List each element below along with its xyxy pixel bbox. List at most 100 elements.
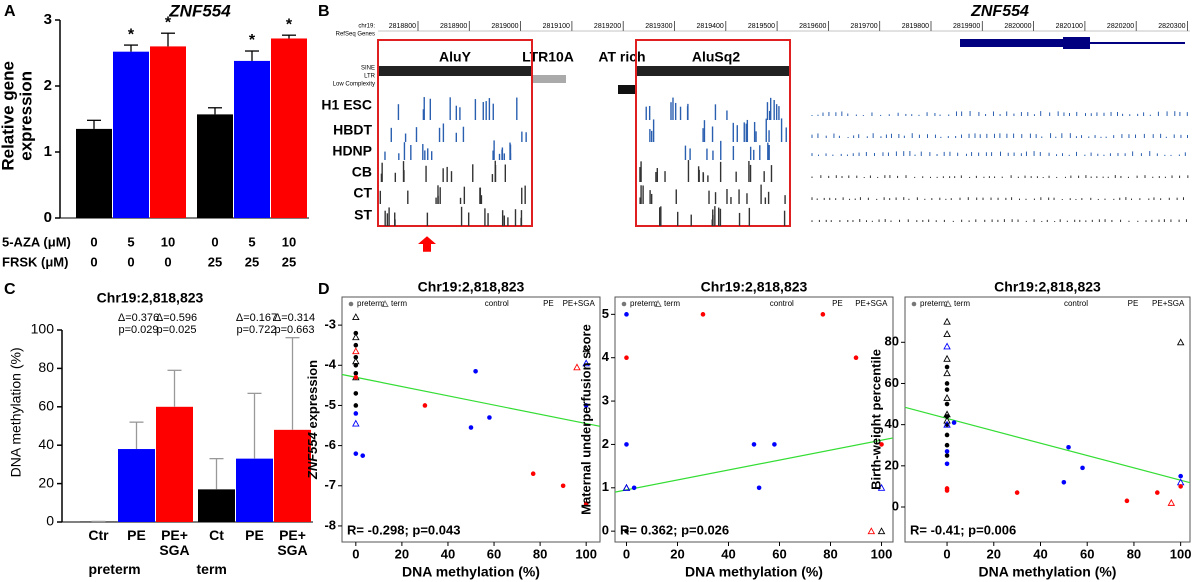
point [624,442,629,447]
y-tick-label: 40 [885,416,899,431]
repeat-label: AT rich [598,49,645,65]
x-axis-label: DNA methylation (%) [979,564,1117,580]
annotation: Δ=0.376 p=0.029 [117,312,160,336]
track-label: HDNP [332,143,372,159]
x-tick-label: 100 [575,546,597,561]
y-tick-label: -5 [324,397,336,412]
repeat-label: LTR10A [522,49,574,65]
point [1154,490,1160,495]
point [487,415,492,420]
plot-frame [904,296,1191,543]
x-tick-label: 0 [127,254,134,269]
ruler-label: 2818900 [440,23,467,30]
annotation: * [128,26,135,43]
point [353,354,359,360]
y-tick-label: 40 [38,436,54,452]
legend-label: PE [1128,299,1139,308]
point [944,488,950,493]
point [353,391,359,396]
legend-marker [621,301,627,307]
repeat-block [636,66,790,76]
y-tick-label: 2 [44,77,52,94]
bar [156,406,193,522]
annotation: Δ=0.167 p=0.722 [235,312,278,336]
annotation: * [249,32,256,49]
stat-label: R= 0.362; p=0.026 [620,522,729,537]
annotation: * [286,16,293,33]
y-tick-label: 0 [44,209,52,226]
point [624,312,629,317]
y-axis-label: DNA methylation (%) [7,347,24,478]
point [877,483,886,491]
bar [76,128,112,218]
y-axis-label: Relative gene expression [0,61,36,171]
x-tick-label: PE [127,527,146,543]
legend-label: preterm [920,299,948,308]
y-tick-label: 5 [602,306,609,321]
plot-frame [614,296,894,543]
track-label: H1 ESC [321,97,372,113]
point [1066,444,1071,450]
repeat-block [618,85,636,94]
bar [271,38,307,219]
point [1014,490,1020,495]
ruler-label: 2819800 [902,23,929,30]
x-tick-label: 0 [211,234,218,249]
x-tick-label: 5 [127,234,134,249]
x-tick-label: 25 [245,254,259,269]
y-tick-label: 4 [602,349,610,364]
point [944,449,950,454]
point [582,345,590,353]
y-axis-label: Birth-weight percentile [868,349,883,490]
ruler-label: 2820100 [1056,23,1083,30]
ruler-label: 2819100 [543,23,570,30]
chart-title: ZNF554 [168,1,231,20]
point [944,461,950,467]
point [352,357,360,365]
point [624,355,629,361]
y-tick-label: 0 [46,513,54,529]
legend-label: control [770,299,794,308]
legend-label: term [954,299,970,308]
point [530,471,536,477]
browser-title: ZNF554 [970,3,1029,20]
chart-title: Chr19:2,818,823 [97,290,204,306]
y-tick-label: 1 [602,479,609,494]
row-label: 5-AZA (μM) [2,234,71,249]
point [879,442,884,447]
annotation: Δ=0.314 p=0.663 [273,312,316,336]
legend-label: control [485,299,509,308]
x-tick-label: Ctr [88,527,109,543]
x-tick-label: PE+ SGA [159,527,190,558]
x-tick-label: 25 [282,254,296,269]
legend-marker [654,300,662,307]
y-tick-label: -7 [324,477,336,492]
point [624,528,629,534]
x-tick-label: 40 [441,546,455,561]
bar [197,114,233,218]
bar [236,458,273,522]
y-tick-label: 3 [44,11,52,28]
track-label: CT [353,185,372,201]
point [353,342,359,348]
x-tick-label: 0 [90,234,97,249]
point [360,453,366,458]
ruler-label: 2818800 [389,23,416,30]
group-label: preterm [88,561,141,577]
point [943,369,951,377]
point [944,381,950,386]
x-axis-label: DNA methylation (%) [402,564,540,580]
point [943,420,951,428]
y-tick-label: 0 [892,498,899,513]
y-tick-label: 3 [602,393,609,408]
y-tick-label: 0 [602,523,609,538]
point [582,359,590,367]
x-tick-label: 0 [623,546,630,561]
y-tick-label: 60 [885,375,899,390]
ruler-label: 2819600 [799,23,826,30]
point [943,416,951,424]
point [877,527,886,535]
point [560,483,566,489]
point [820,312,826,317]
